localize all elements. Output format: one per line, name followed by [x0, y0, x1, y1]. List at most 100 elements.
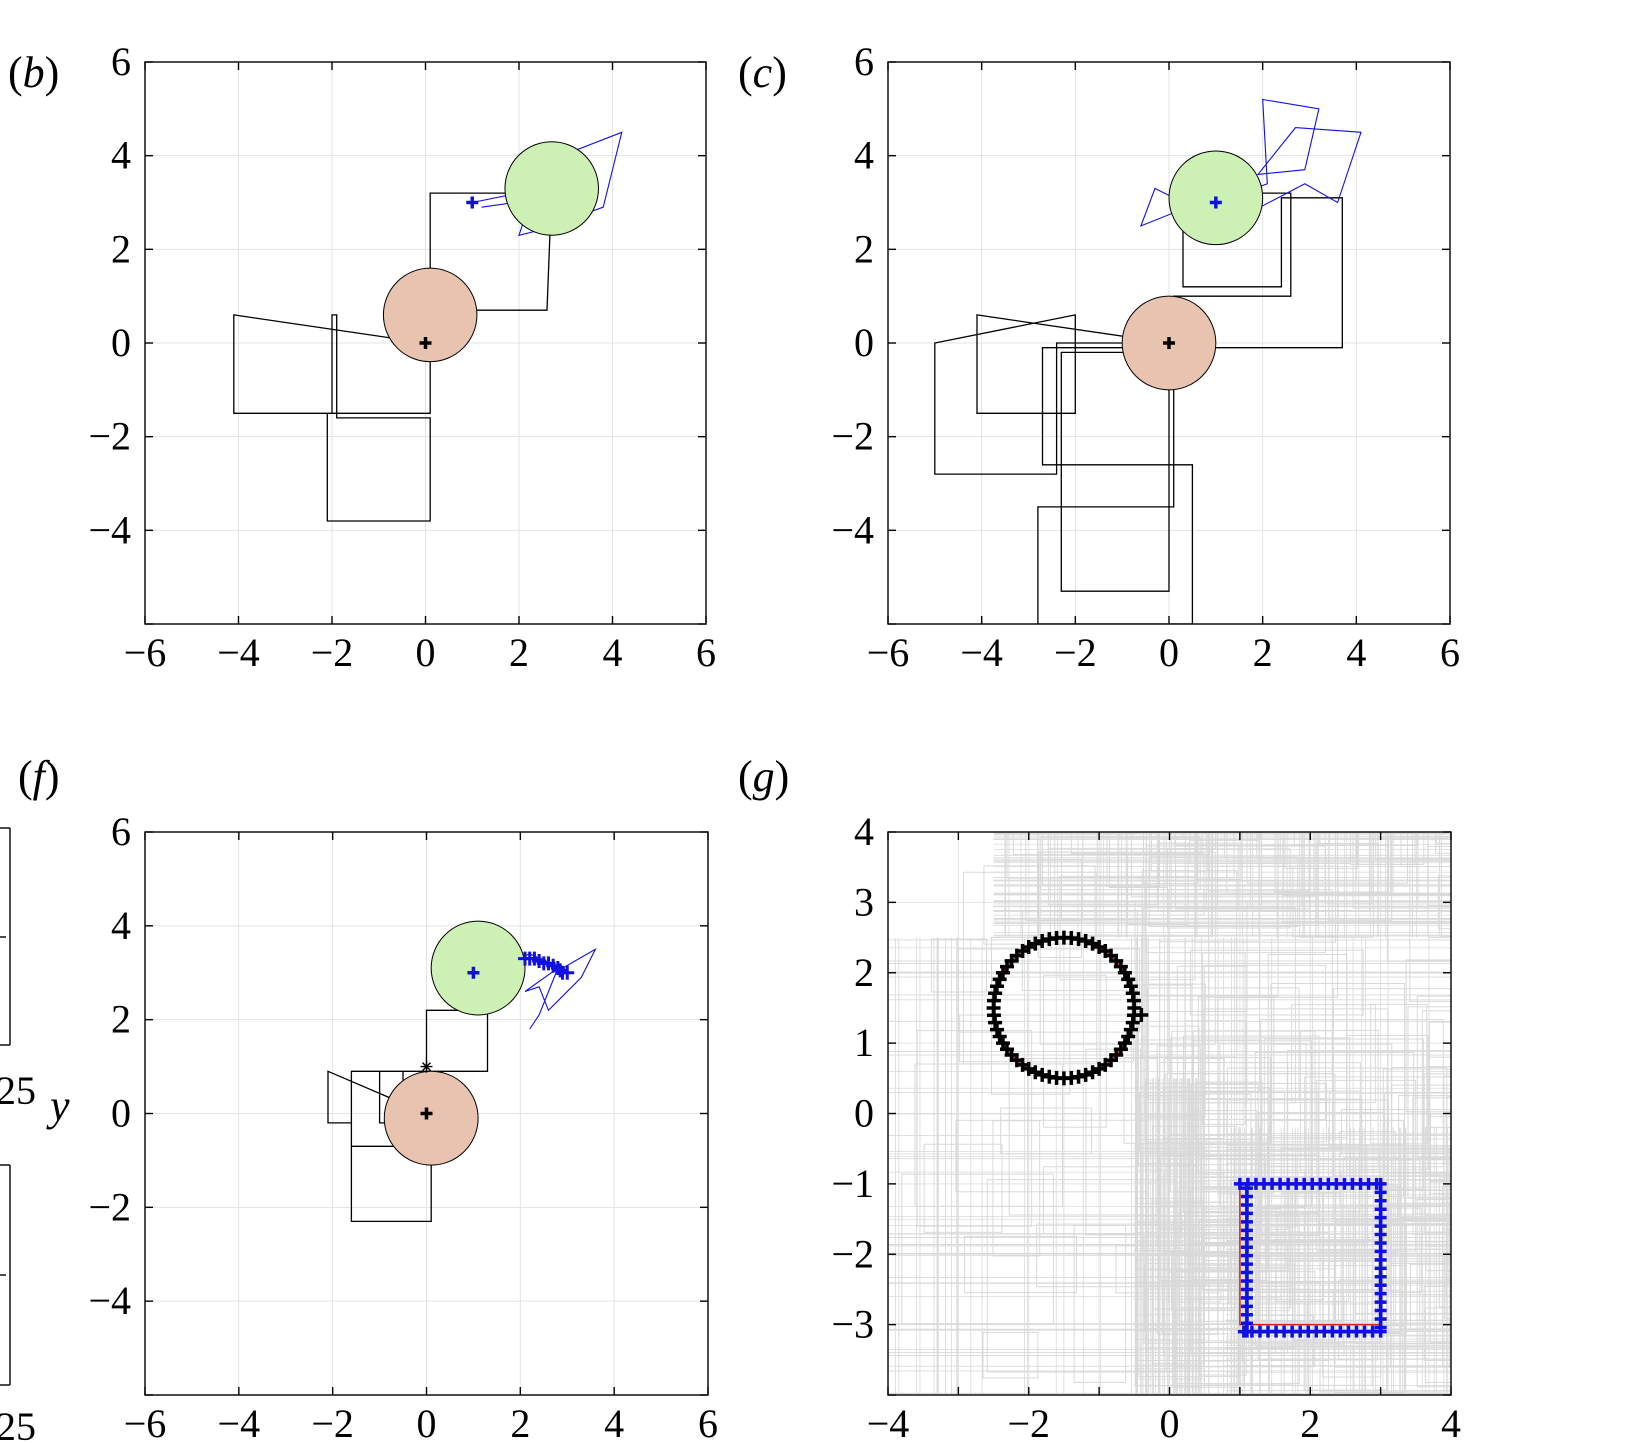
g-ytick-label-7: −3 — [831, 1302, 874, 1347]
g-background-square-2-32 — [1258, 1111, 1385, 1241]
g-target-marker-71 — [1240, 1182, 1253, 1195]
g-background-square-1-66 — [1189, 832, 1259, 841]
g-xtick-label-4: 4 — [1441, 1401, 1461, 1444]
g-background-square-0-26 — [901, 1173, 1054, 1325]
g-background-square-1-58 — [1047, 832, 1158, 906]
g-background-square-1-32 — [1372, 832, 1451, 835]
b-ytick-label-3: 0 — [111, 320, 131, 365]
panel-g-label: (g) — [738, 752, 789, 801]
b-ytick-label-0: 6 — [111, 39, 131, 84]
b-xtick-label-3: 0 — [416, 630, 436, 675]
g-background-square-2-45 — [1389, 1202, 1451, 1367]
panel-f-ylabel: y — [46, 1081, 70, 1130]
b-xtick-label-2: −2 — [311, 630, 354, 675]
g-background-square-3-68 — [1197, 996, 1326, 1121]
g-background-square-0-19 — [1409, 859, 1451, 1002]
g-background-square-1-21 — [1127, 832, 1174, 833]
g-background-square-0-63 — [1386, 832, 1451, 962]
g-background-square-2-37 — [1409, 1263, 1451, 1331]
g-background-square-3-58 — [1178, 1225, 1344, 1322]
g-background-square-2-58 — [1384, 1091, 1451, 1174]
panel-b-letter: b — [23, 48, 45, 97]
g-background-square-1-45 — [1106, 832, 1160, 888]
b-xtick-label-6: 6 — [696, 630, 716, 675]
f-ytick-label-3: 0 — [111, 1091, 131, 1136]
b-agent-circle — [382, 267, 478, 363]
panel-g-axes: −4 −2 0 2 4 4 3 2 1 0 −1 −2 −3 — [831, 809, 1461, 1444]
c-ytick-label-3: 0 — [854, 320, 874, 365]
g-background-square-0-37 — [930, 938, 987, 993]
g-background-square-2-42 — [1430, 1113, 1451, 1195]
left-edge-fragments: 25 25 — [0, 827, 36, 1444]
f-target-circle — [430, 920, 526, 1016]
c-xtick-label-1: −4 — [960, 630, 1003, 675]
c-ytick-label-2: 2 — [854, 226, 874, 271]
panel-f: (f) y −6 −4 −2 0 2 4 6 6 4 2 0 −2 −4 — [18, 752, 718, 1444]
g-background-square-1-48 — [1256, 832, 1440, 859]
b-xtick-label-1: −4 — [217, 630, 260, 675]
panel-b: (b) −6 −4 −2 0 2 4 6 6 4 2 0 −2 −4 — [8, 39, 716, 675]
c-ytick-label-4: −2 — [831, 414, 874, 459]
g-background-square-2-17 — [1328, 1092, 1451, 1148]
g-agent-marker-3 — [1123, 979, 1138, 994]
g-background-square-1-46 — [1284, 832, 1358, 869]
g-background-square-1-62 — [1097, 832, 1196, 839]
panel-b-axes: −6 −4 −2 0 2 4 6 6 4 2 0 −2 −4 — [88, 39, 716, 675]
g-background-square-1-15 — [1166, 848, 1291, 929]
f-xtick-label-4: 2 — [510, 1401, 530, 1444]
panel-f-letter: f — [33, 752, 51, 801]
panel-b-label: (b) — [8, 48, 59, 97]
g-background-square-1-69 — [1119, 832, 1261, 840]
g-agent-marker-41 — [1028, 1065, 1043, 1080]
g-agent-marker-12 — [1078, 934, 1093, 949]
g-background-square-1-35 — [1375, 832, 1451, 860]
b-target-start-marker — [466, 196, 479, 209]
f-ytick-label-5: −4 — [88, 1278, 131, 1323]
g-background-square-3-2 — [1139, 1091, 1286, 1152]
g-ytick-label-3: 1 — [854, 1020, 874, 1065]
g-background-square-3-12 — [1159, 941, 1261, 1093]
b-ytick-label-4: −2 — [88, 414, 131, 459]
g-background-square-0-60 — [959, 1014, 1135, 1063]
g-background-square-2-33 — [1425, 1214, 1451, 1272]
g-background-square-1-60 — [1127, 854, 1189, 926]
g-ytick-label-0: 4 — [854, 809, 874, 854]
g-background-square-2-47 — [1429, 1181, 1451, 1343]
g-background-square-0-31 — [923, 1143, 1003, 1233]
f-target-trail-marker-10 — [560, 965, 575, 980]
g-background-square-3-33 — [1163, 1232, 1250, 1357]
g-background-square-2-30 — [1407, 1006, 1451, 1198]
c-ytick-label-1: 4 — [854, 133, 874, 178]
g-background-square-2-60 — [1438, 1177, 1451, 1308]
f-xtick-label-0: −6 — [124, 1401, 167, 1444]
f-xtick-label-2: −2 — [311, 1401, 354, 1444]
b-agent-trajectory — [233, 187, 553, 522]
g-background-square-3-17 — [1199, 1303, 1308, 1395]
g-background-square-2-54 — [1444, 1251, 1451, 1320]
g-background-square-0-50 — [1000, 1107, 1093, 1155]
f-xtick-label-3: 0 — [417, 1401, 437, 1444]
c-target-start-marker — [1209, 196, 1222, 209]
g-background-square-3-53 — [1163, 1206, 1267, 1253]
f-target-trail-marker-8 — [553, 963, 568, 978]
g-background-square-2-23 — [1445, 1113, 1451, 1298]
g-background-square-1-2 — [1274, 832, 1390, 893]
g-background-square-3-3 — [1202, 952, 1246, 1125]
g-agent-marker-47 — [1071, 1069, 1086, 1084]
c-xtick-label-4: 2 — [1253, 630, 1273, 675]
g-xtick-label-3: 2 — [1300, 1401, 1320, 1444]
g-background-square-3-25 — [1165, 1073, 1336, 1270]
g-background-square-3-62 — [1201, 1144, 1368, 1244]
g-background-square-3-69 — [1171, 1030, 1316, 1156]
g-background-square-0-25 — [957, 948, 1140, 1033]
g-background-square-0-13 — [964, 1235, 1078, 1294]
c-ytick-label-5: −4 — [831, 507, 874, 552]
f-capture-point-marker — [420, 1060, 433, 1073]
b-xtick-label-4: 2 — [509, 630, 529, 675]
g-background-square-1-23 — [1109, 832, 1167, 889]
g-background-square-1-52 — [1352, 832, 1451, 909]
f-agent-circle — [383, 1070, 479, 1166]
b-xtick-label-0: −6 — [124, 630, 167, 675]
g-ytick-label-6: −2 — [831, 1231, 874, 1276]
g-background-square-1-43 — [1377, 832, 1451, 838]
